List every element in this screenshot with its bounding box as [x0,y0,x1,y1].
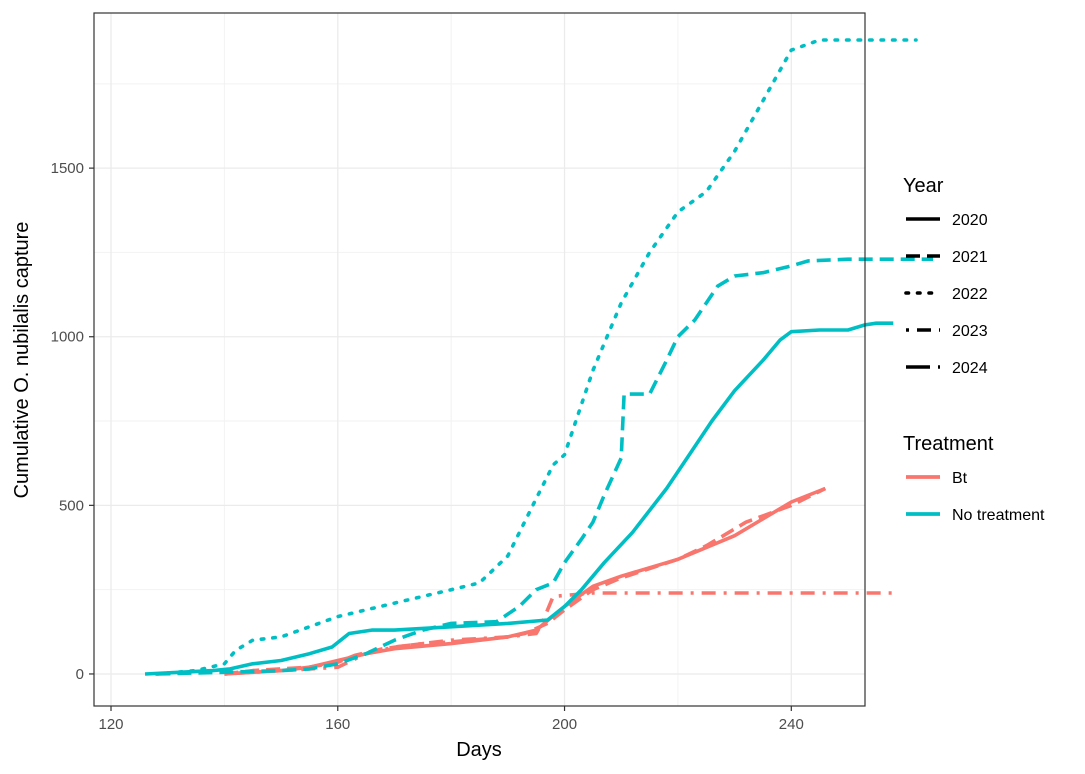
x-axis-ticks: 120 160 200 240 [98,706,804,733]
series-line-bt-2023 [224,591,894,676]
legend-title-year: Year [903,175,944,197]
series-line-no-treatment-2022 [154,38,918,676]
legend-label: 2021 [952,249,988,266]
legend-label: 2022 [952,286,988,303]
series-line-no-treatment-2020 [144,321,894,676]
legend-label: 2020 [952,212,988,229]
y-tick-label: 0 [76,666,84,683]
legend-label: No treatment [952,507,1045,524]
y-axis-title: Cumulative O. nubilalis capture [11,222,33,499]
series-lines [144,38,933,676]
series-line-no-treatment-2021 [156,257,933,676]
x-tick-label: 120 [98,716,123,733]
x-axis-title: Days [456,739,502,761]
x-tick-label: 160 [325,716,350,733]
x-tick-label: 240 [779,716,804,733]
legend-label: 2023 [952,323,988,340]
legend-label: Bt [952,470,968,487]
legend-label: 2024 [952,360,988,377]
x-tick-label: 200 [552,716,577,733]
y-tick-label: 1000 [51,329,84,346]
legend: Year 2020 2021 2022 2023 2024 Treatment Bt No tr… [903,175,1045,524]
plot-panel-border [93,12,866,707]
y-tick-label: 1500 [51,160,84,177]
y-axis-ticks: 0 500 1000 1500 [51,160,94,683]
legend-title-treatment: Treatment [903,433,994,455]
minor-gridlines [94,13,865,706]
y-tick-label: 500 [59,497,84,514]
